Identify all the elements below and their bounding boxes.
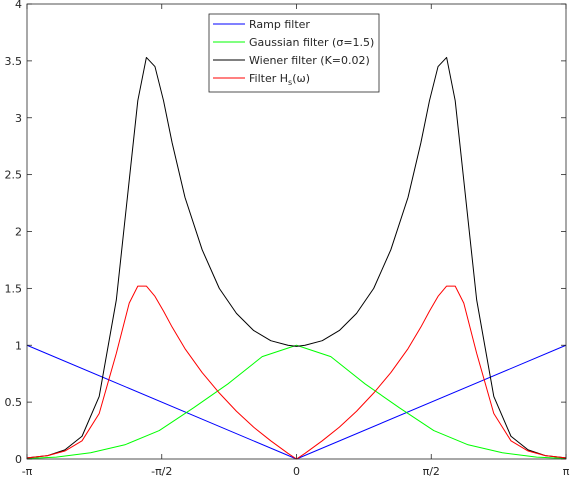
y-tick-label: 3.5 (5, 55, 23, 68)
legend-box (208, 13, 380, 93)
series-line-2 (27, 56, 566, 459)
x-tick-label: π/2 (423, 465, 440, 478)
legend-label-main: Filter H (249, 72, 288, 85)
legend-label-main: Ramp filter (249, 18, 310, 31)
x-tick-label: -π/2 (151, 465, 172, 478)
y-tick-label: 2 (15, 226, 22, 239)
legend-label-subscript: s (288, 78, 292, 87)
y-tick-label: 4 (15, 0, 22, 11)
x-tick-label: -π (22, 465, 33, 478)
y-tick-label: 3 (15, 112, 22, 125)
legend-label-main: Gaussian filter ( (249, 36, 336, 49)
legend-label: Gaussian filter (σ=1.5) (249, 36, 374, 49)
y-tick-label: 0.5 (5, 396, 23, 409)
y-tick-label: 2.5 (5, 169, 23, 182)
x-tick-label: 0 (293, 465, 300, 478)
series-line-1 (27, 344, 566, 460)
y-tick-label: 0 (15, 453, 22, 466)
x-tick-label: π (563, 465, 570, 478)
legend-label: Filter Hs(ω) (249, 72, 310, 87)
y-tick-label: 1.5 (5, 282, 23, 295)
legend: Ramp filter Gaussian filter (σ=1.5) Wiener… (208, 13, 380, 93)
ticks-layer: -π -π/2 0 π/2 π 0 0.5 1 1.5 2 2.5 3 3.5 4 (5, 0, 570, 478)
y-tick-label: 1 (15, 339, 22, 352)
legend-label-tail: σ=1.5) (336, 36, 374, 49)
legend-label: Ramp filter (249, 18, 310, 31)
legend-label-tail: (ω) (292, 72, 310, 85)
legend-label-main: Wiener filter (K=0.02) (249, 54, 370, 67)
legend-label: Wiener filter (K=0.02) (249, 54, 370, 67)
